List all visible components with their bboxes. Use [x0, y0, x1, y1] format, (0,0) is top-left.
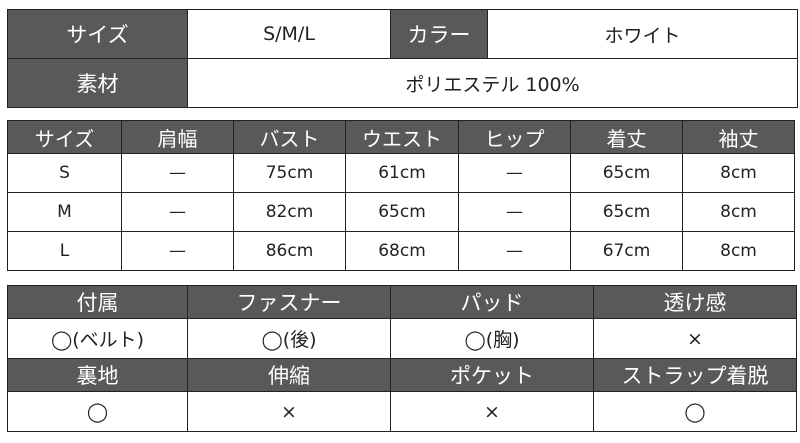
cell: 67cm [570, 231, 683, 271]
features-table: 付属 ファスナー パッド 透け感 ◯(ベルト) ◯(後) ◯(胸) × 裏地 伸… [7, 285, 797, 432]
cell: 65cm [345, 192, 459, 232]
cell: ◯ [7, 391, 188, 432]
cell: — [121, 192, 234, 232]
cell: 68cm [345, 231, 459, 271]
cell: × [390, 391, 594, 432]
cell: 65cm [570, 153, 683, 193]
size-chart-table: サイズ 肩幅 バスト ウエスト ヒップ 着丈 袖丈 S — 75cm 61cm … [7, 120, 795, 271]
table-row: L — 86cm 68cm — 67cm 8cm [7, 231, 795, 271]
summary-table: サイズ S/M/L カラー ホワイト 素材 ポリエステル 100% [7, 9, 798, 108]
cell: — [458, 192, 571, 232]
column-header: 裏地 [7, 358, 188, 392]
cell: ◯(胸) [390, 318, 594, 359]
color-value: ホワイト [487, 9, 798, 59]
column-header: バスト [233, 120, 346, 154]
column-header: 付属 [7, 285, 188, 319]
material-label: 素材 [7, 58, 188, 108]
features-header-row: 裏地 伸縮 ポケット ストラップ着脱 [7, 358, 797, 392]
cell: — [121, 153, 234, 193]
material-value: ポリエステル 100% [187, 58, 798, 108]
cell: 8cm [682, 153, 795, 193]
column-header: ヒップ [458, 120, 571, 154]
column-header: 肩幅 [121, 120, 234, 154]
size-chart-header-row: サイズ 肩幅 バスト ウエスト ヒップ 着丈 袖丈 [7, 120, 795, 154]
cell: — [121, 231, 234, 271]
size-label: サイズ [7, 9, 188, 59]
column-header: パッド [390, 285, 594, 319]
column-header: 伸縮 [187, 358, 391, 392]
column-header: ポケット [390, 358, 594, 392]
color-label: カラー [390, 9, 488, 59]
cell: S [7, 153, 122, 193]
cell: ◯(後) [187, 318, 391, 359]
cell: 86cm [233, 231, 346, 271]
table-row: S — 75cm 61cm — 65cm 8cm [7, 153, 795, 193]
cell: — [458, 153, 571, 193]
column-header: サイズ [7, 120, 122, 154]
cell: M [7, 192, 122, 232]
table-row: ◯(ベルト) ◯(後) ◯(胸) × [7, 318, 797, 359]
cell: 61cm [345, 153, 459, 193]
cell: × [187, 391, 391, 432]
features-header-row: 付属 ファスナー パッド 透け感 [7, 285, 797, 319]
table-row: ◯ × × ◯ [7, 391, 797, 432]
column-header: ウエスト [345, 120, 459, 154]
cell: L [7, 231, 122, 271]
cell: 8cm [682, 231, 795, 271]
cell: ◯ [593, 391, 797, 432]
size-value: S/M/L [187, 9, 391, 59]
cell: 75cm [233, 153, 346, 193]
cell: 8cm [682, 192, 795, 232]
cell: 82cm [233, 192, 346, 232]
cell: ◯(ベルト) [7, 318, 188, 359]
column-header: 袖丈 [682, 120, 795, 154]
cell: 65cm [570, 192, 683, 232]
cell: × [593, 318, 797, 359]
column-header: 着丈 [570, 120, 683, 154]
column-header: ストラップ着脱 [593, 358, 797, 392]
table-row: M — 82cm 65cm — 65cm 8cm [7, 192, 795, 232]
column-header: ファスナー [187, 285, 391, 319]
cell: — [458, 231, 571, 271]
column-header: 透け感 [593, 285, 797, 319]
